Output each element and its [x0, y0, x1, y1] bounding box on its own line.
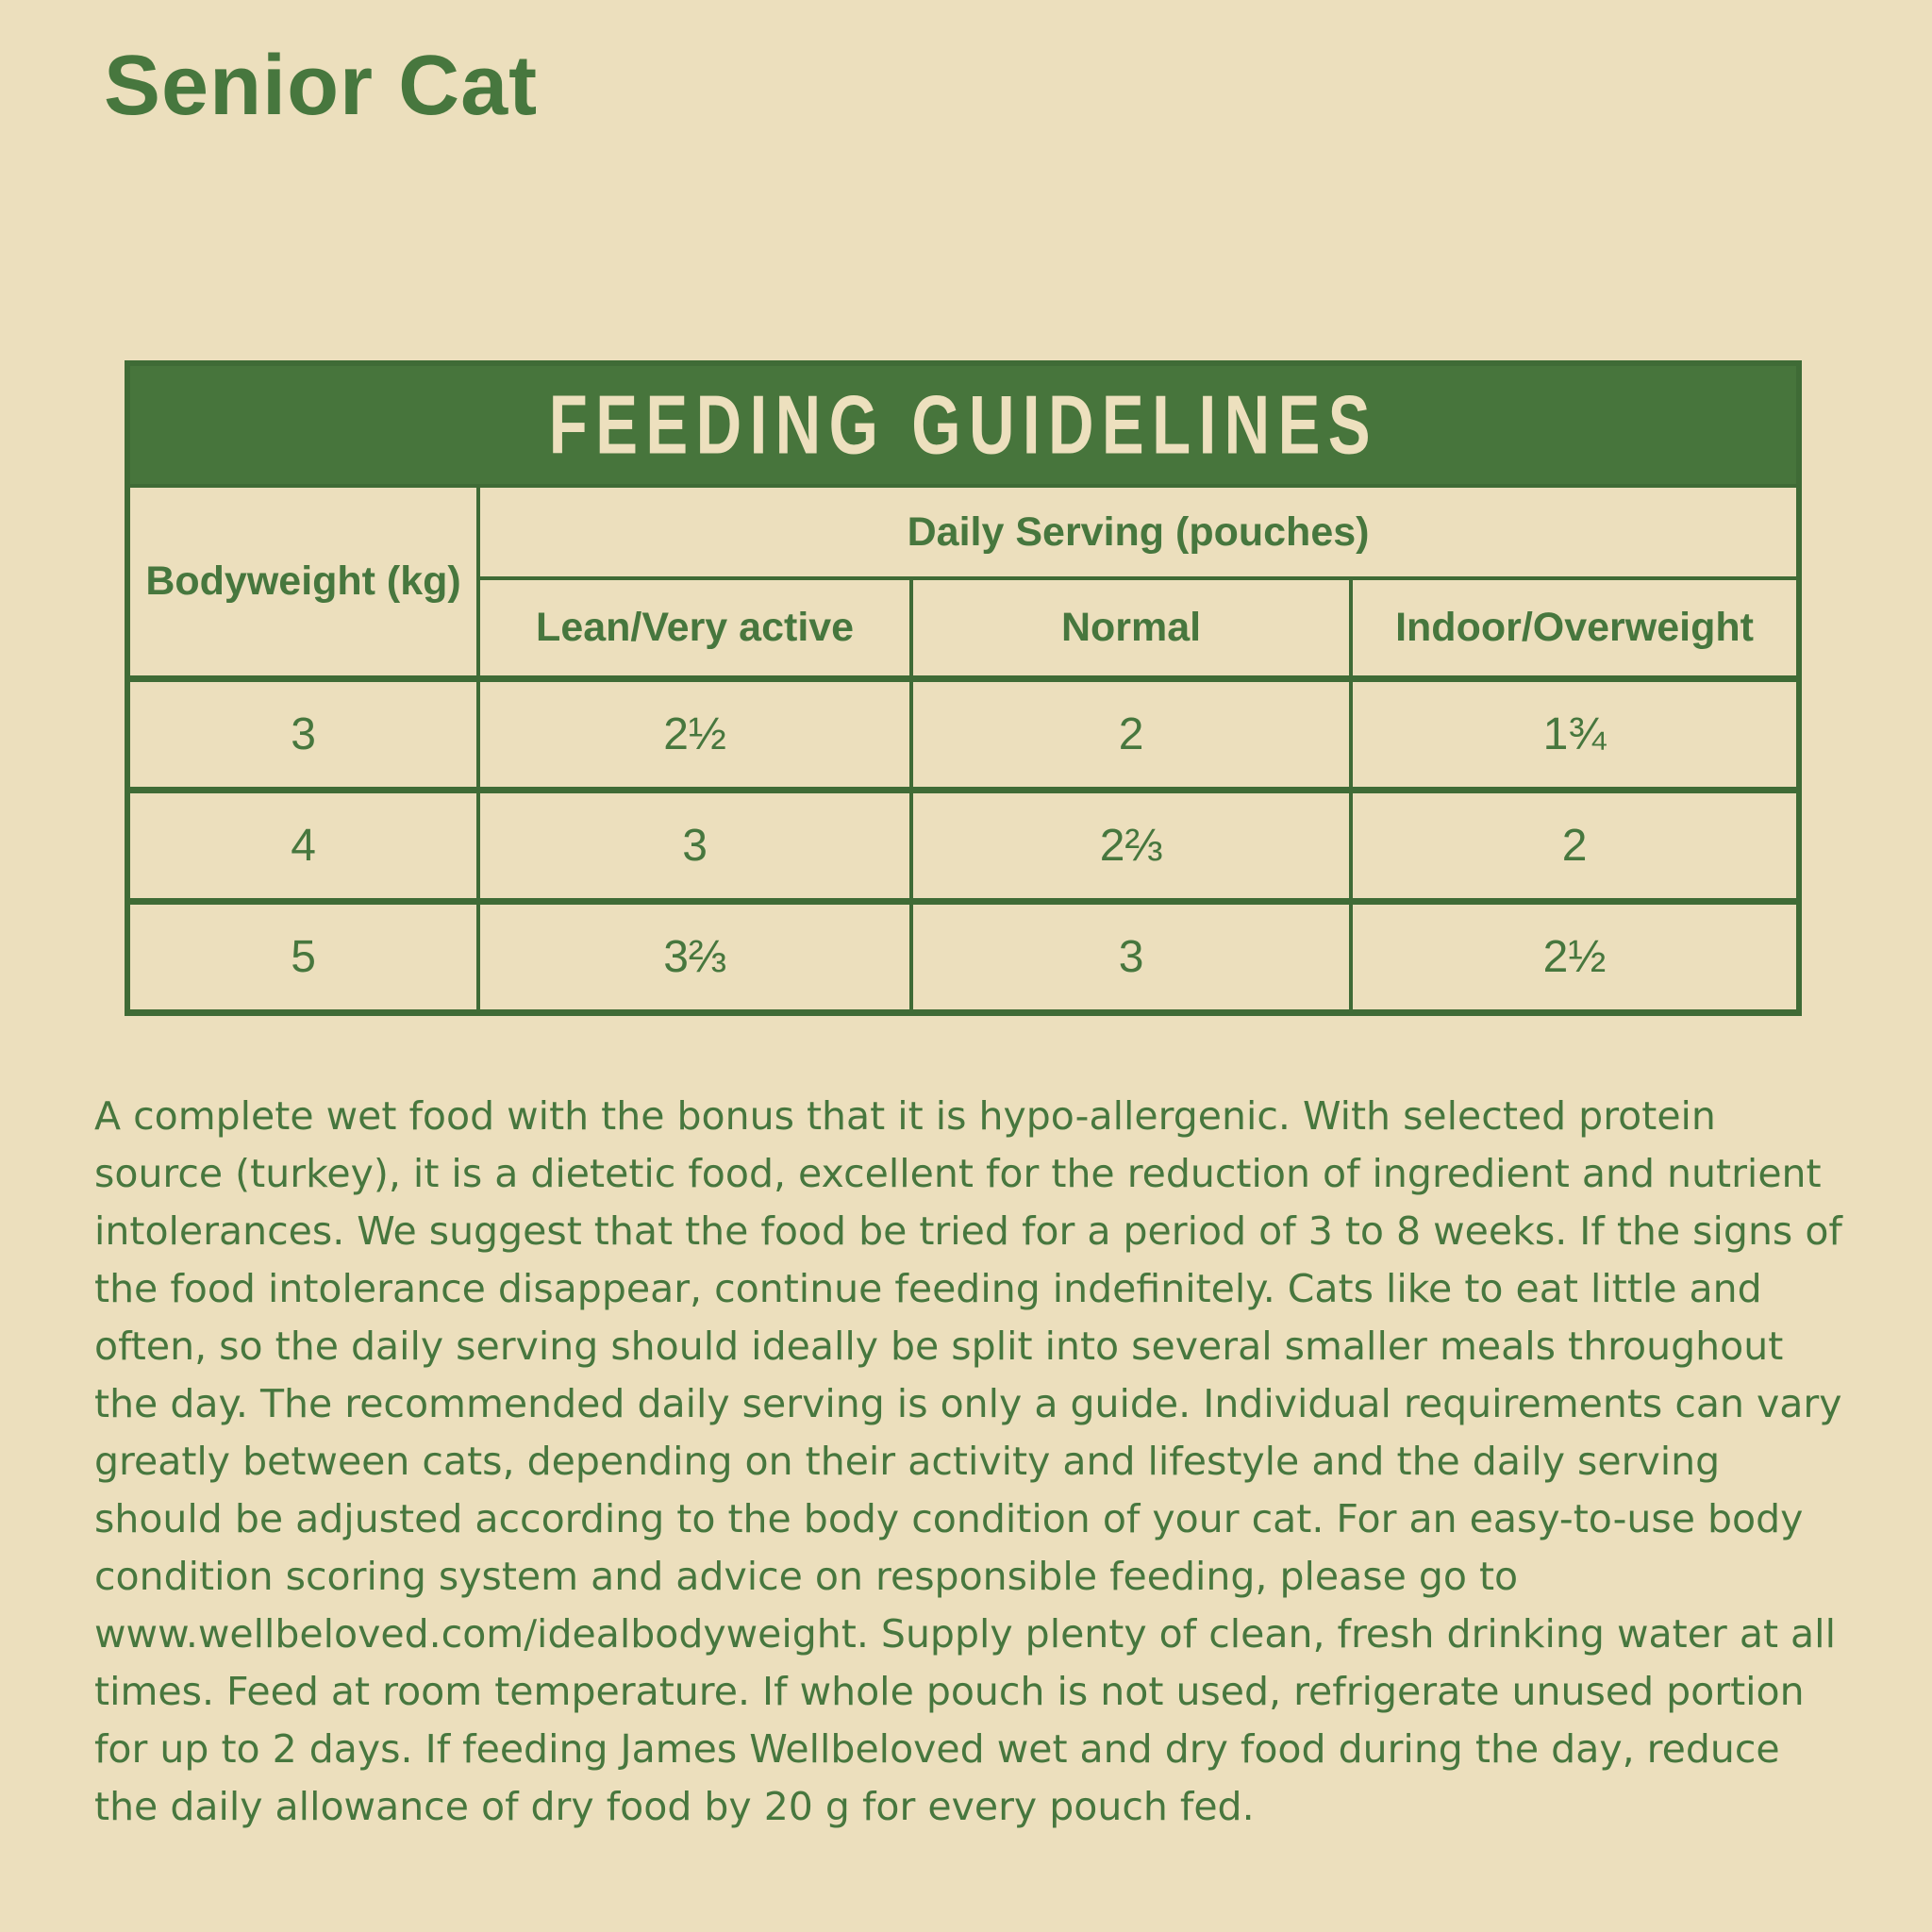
lean-serving-cell: 3	[476, 786, 914, 903]
page-title: Senior Cat	[104, 39, 539, 133]
col-header-lean-very-active: Lean/Very active	[476, 576, 914, 680]
serving-header-row: Bodyweight (kg) Daily Serving (pouches)	[125, 484, 1801, 680]
table-row: 4 3 2⅔ 2	[125, 786, 1801, 903]
normal-serving-cell: 2⅔	[909, 786, 1354, 903]
bodyweight-cell: 5	[125, 897, 481, 1016]
feeding-guidelines-table: FEEDING GUIDELINES Bodyweight (kg) Daily…	[125, 360, 1802, 1016]
bodyweight-cell: 4	[125, 786, 481, 903]
table-row: 3 2½ 2 1¾	[125, 675, 1801, 791]
lean-serving-cell: 2½	[476, 675, 914, 791]
indoor-serving-cell: 2½	[1349, 897, 1801, 1016]
daily-serving-header-cell: Daily Serving (pouches)	[476, 484, 1801, 580]
activity-header-row: Lean/Very active Normal Indoor/Overweigh…	[127, 576, 1801, 680]
table-title-row: FEEDING GUIDELINES	[125, 361, 1801, 488]
feeding-description-text: A complete wet food with the bonus that …	[94, 1092, 1842, 1829]
table-row: 5 3⅔ 3 2½	[125, 897, 1801, 1016]
bodyweight-cell: 3	[125, 675, 481, 791]
indoor-serving-cell: 1¾	[1349, 675, 1801, 791]
normal-serving-cell: 2	[909, 675, 1354, 791]
normal-serving-cell: 3	[909, 897, 1354, 1016]
col-header-indoor-overweight: Indoor/Overweight	[1349, 576, 1801, 680]
indoor-serving-cell: 2	[1349, 786, 1801, 903]
bodyweight-header-cell: Bodyweight (kg)	[125, 484, 481, 680]
table-title-text: FEEDING GUIDELINES	[548, 378, 1378, 471]
lean-serving-cell: 3⅔	[476, 897, 914, 1016]
col-header-normal: Normal	[909, 576, 1354, 680]
table-title-cell: FEEDING GUIDELINES	[125, 361, 1801, 488]
